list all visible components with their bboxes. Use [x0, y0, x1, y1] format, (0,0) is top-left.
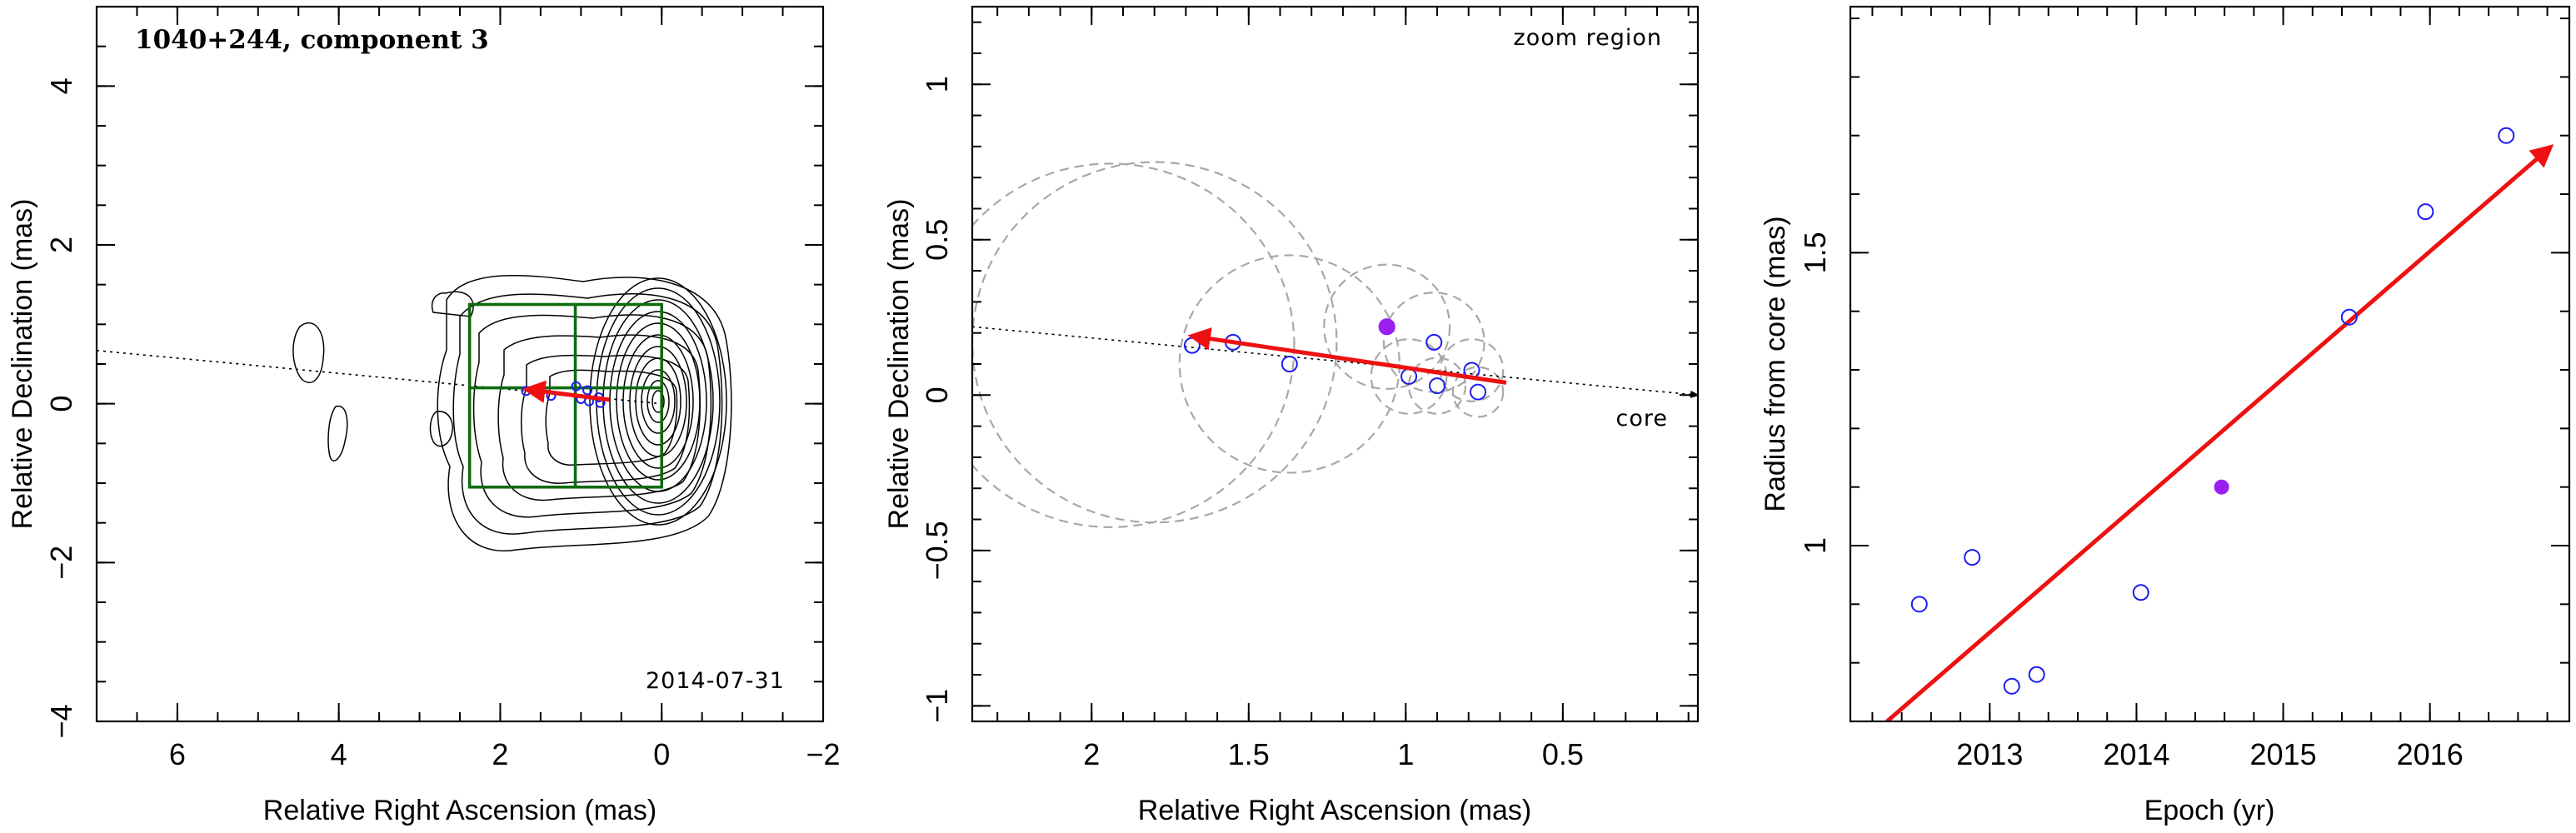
panel1-frame — [95, 5, 825, 723]
radius-point — [1910, 596, 1928, 613]
x-tick-label: 6 — [169, 737, 186, 771]
component-size-circle — [1408, 357, 1467, 415]
x-tick-label: 2 — [1083, 737, 1100, 771]
x-tick-label: 4 — [331, 737, 347, 771]
y-tick-label: 0 — [44, 396, 78, 412]
panel2-plot-area — [972, 161, 1698, 528]
component-size-circle — [972, 161, 1338, 524]
panel1-axis-ticks: 6 4 2 0 −2 −4 −2 0 2 4 — [44, 6, 841, 771]
radius-point — [2340, 308, 2358, 326]
component-size-circle — [972, 162, 1295, 528]
panel2-component-circles — [972, 161, 1505, 528]
y-tick-label: −1 — [920, 689, 954, 723]
component-point — [1470, 383, 1487, 401]
x-tick-label: 1 — [1397, 737, 1414, 771]
y-tick-label: 2 — [44, 237, 78, 253]
panel1-motion-arrow — [522, 380, 610, 403]
panel-contour-map: 6 4 2 0 −2 −4 −2 0 2 4 1040+244, component 3 2014… — [7, 5, 841, 826]
y-tick-label: 1 — [1798, 537, 1832, 554]
x-tick-label: 2 — [492, 737, 508, 771]
panel3-y-axis-label: Radius from core (mas) — [1760, 216, 1791, 511]
x-tick-label: 2016 — [2397, 737, 2464, 771]
panel2-axis-ticks: 2 1.5 1 0.5 −1 −0.5 0 0.5 1 — [920, 7, 1698, 771]
x-tick-label: 2014 — [2103, 737, 2169, 771]
panel1-contours — [97, 274, 732, 551]
panel2-direction-line — [972, 326, 1698, 398]
y-tick-label: 0.5 — [920, 219, 954, 261]
component-point — [1429, 377, 1446, 395]
y-tick-label: 4 — [44, 77, 78, 94]
component-size-circle — [1439, 338, 1505, 402]
y-tick-label: −2 — [44, 546, 78, 580]
contour-core-group — [432, 274, 732, 551]
y-tick-label: −0.5 — [920, 521, 954, 580]
panel3-fit-arrow — [1885, 144, 2554, 721]
radius-point — [1964, 549, 1981, 566]
contour-islands — [292, 322, 453, 461]
panel1-title: 1040+244, component 3 — [135, 25, 489, 55]
highlighted-point — [2214, 479, 2229, 495]
panel2-core-label: core — [1616, 406, 1668, 431]
panel1-y-axis-label: Relative Declination (mas) — [7, 199, 38, 530]
radius-point — [2003, 677, 2020, 695]
component-point — [571, 381, 582, 392]
x-tick-label: 1.5 — [1228, 737, 1270, 771]
x-tick-label: 2013 — [1956, 737, 2023, 771]
component-size-circle — [1178, 254, 1400, 474]
component-point — [1183, 337, 1201, 354]
panel3-axis-ticks: 2013 2014 2015 2016 1 1.5 — [1798, 7, 2569, 771]
component-size-circle — [1451, 366, 1505, 418]
x-tick-label: 0 — [653, 737, 670, 771]
panel3-plot-area — [1885, 127, 2554, 721]
radius-point — [2132, 584, 2149, 601]
component-point — [1281, 356, 1298, 372]
radius-point — [2028, 666, 2045, 683]
radius-point — [2498, 127, 2515, 144]
panel2-x-axis-label: Relative Right Ascension (mas) — [1138, 795, 1531, 826]
panel2-zoom-annotation: zoom region — [1514, 25, 1662, 51]
panel2-motion-arrow — [1187, 327, 1507, 385]
panel3-x-axis-label: Epoch (yr) — [2144, 795, 2275, 826]
panel1-x-axis-label: Relative Right Ascension (mas) — [263, 795, 656, 826]
x-tick-label: 2015 — [2250, 737, 2317, 771]
panel1-date-annotation: 2014-07-31 — [646, 668, 785, 694]
panel3-radius-points — [1910, 127, 2515, 695]
radius-point — [2417, 203, 2434, 221]
component-size-circle — [1323, 263, 1451, 390]
x-tick-label: −2 — [806, 737, 840, 771]
y-tick-label: −4 — [44, 704, 78, 738]
panel2-y-axis-label: Relative Declination (mas) — [883, 199, 915, 530]
component-point — [1425, 333, 1443, 351]
x-tick-label: 0.5 — [1542, 737, 1584, 771]
y-tick-label: 1 — [920, 76, 954, 92]
panel-zoom-region: 2 1.5 1 0.5 −1 −0.5 0 0.5 1 zoom region core Rel… — [883, 5, 1700, 826]
highlighted-point — [1378, 318, 1395, 336]
component-point — [582, 385, 593, 396]
panel3-frame — [1849, 5, 2571, 723]
y-tick-label: 1.5 — [1798, 232, 1832, 273]
y-tick-label: 0 — [920, 387, 954, 403]
panel1-direction-line — [97, 349, 662, 405]
panel-radius-vs-epoch: 2013 2014 2015 2016 1 1.5 Epoch (yr) Radius f… — [1760, 5, 2571, 826]
